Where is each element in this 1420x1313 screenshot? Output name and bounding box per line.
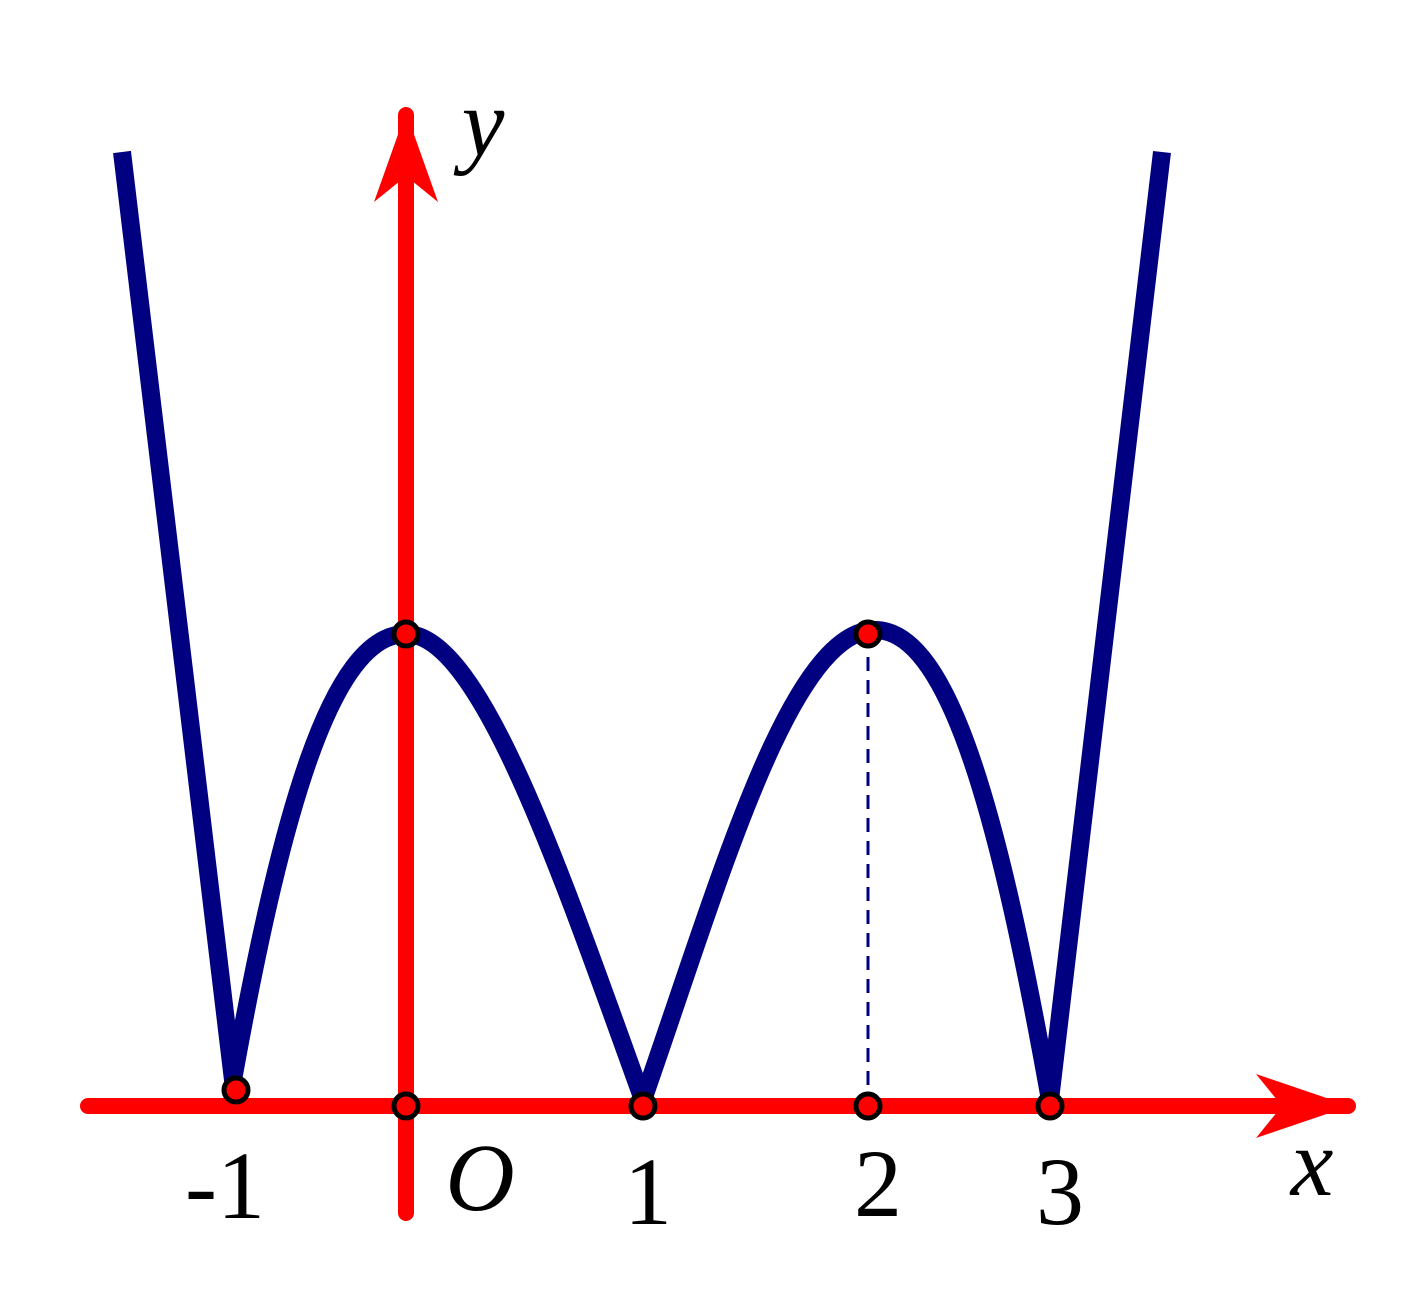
x-arrow (1256, 1074, 1350, 1138)
point (391, 1091, 421, 1121)
x-label: 3 (1036, 1138, 1084, 1245)
point (853, 1091, 883, 1121)
point (628, 1091, 658, 1121)
curve (113, 150, 1171, 1109)
x-label: 1 (624, 1138, 672, 1245)
point (221, 1075, 251, 1105)
origin-label: O (445, 1124, 514, 1231)
y-axis-label: y (453, 69, 505, 176)
x-axis-label: x (1289, 1109, 1334, 1216)
x-label: 2 (854, 1130, 902, 1237)
point (391, 619, 421, 649)
point (1035, 1091, 1065, 1121)
y-arrow (374, 112, 438, 202)
points (221, 619, 1065, 1121)
point (853, 619, 883, 649)
x-label: -1 (185, 1132, 265, 1239)
